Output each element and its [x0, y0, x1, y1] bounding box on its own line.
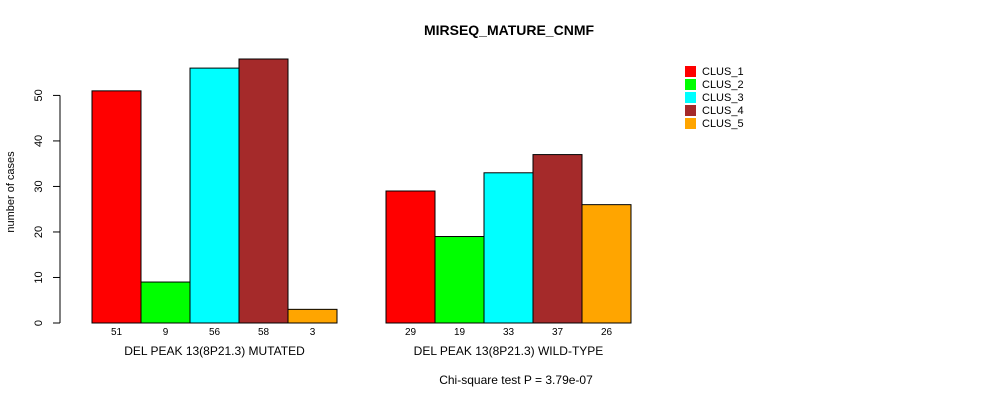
y-axis: 0 10 20 30 40 50	[33, 89, 61, 326]
group-labels: DEL PEAK 13(8P21.3) MUTATED DEL PEAK 13(8…	[124, 344, 603, 358]
legend-label: CLUS_3	[702, 92, 744, 104]
group-label: DEL PEAK 13(8P21.3) MUTATED	[124, 344, 305, 358]
legend-swatch	[685, 118, 696, 129]
bar-clus-3	[483, 172, 534, 324]
y-axis-label: number of cases	[5, 151, 17, 233]
group-label: DEL PEAK 13(8P21.3) WILD-TYPE	[414, 344, 604, 358]
bar-clus-2	[140, 281, 191, 324]
legend-label: CLUS_4	[702, 105, 744, 117]
y-tick-label: 40	[33, 135, 45, 147]
legend-swatch	[685, 79, 696, 90]
bar-value-label: 58	[258, 327, 270, 338]
bar-clus-4	[532, 154, 583, 324]
y-tick-label: 10	[33, 271, 45, 283]
bar-value-label: 9	[163, 327, 169, 338]
bar-value-label: 56	[209, 327, 221, 338]
bars	[91, 58, 632, 324]
legend-swatch	[685, 66, 696, 77]
bar-value-label: 3	[310, 327, 316, 338]
legend-label: CLUS_2	[702, 79, 744, 91]
bar-value-label: 26	[601, 327, 613, 338]
chi-square-footer: Chi-square test P = 3.79e-07	[439, 373, 593, 387]
chart-title: MIRSEQ_MATURE_CNMF	[424, 22, 595, 38]
y-tick-label: 50	[33, 89, 45, 101]
bar-clus-3	[189, 67, 240, 324]
bar-clus-2	[434, 236, 485, 324]
legend-swatch	[685, 105, 696, 116]
bar-clus-4	[238, 58, 289, 324]
legend-label: CLUS_5	[702, 118, 744, 130]
y-tick-label: 20	[33, 226, 45, 238]
y-tick-label: 0	[33, 320, 45, 326]
bar-value-label: 51	[111, 327, 123, 338]
bar-clus-1	[385, 190, 436, 324]
bar-value-label: 37	[552, 327, 564, 338]
bar-clus-1	[91, 90, 142, 324]
bar-value-label: 33	[503, 327, 515, 338]
legend-label: CLUS_1	[702, 66, 744, 78]
legend-swatch	[685, 92, 696, 103]
bar-clus-5	[581, 204, 632, 324]
bar-value-label: 29	[405, 327, 417, 338]
value-labels: 51 9 56 58 3 29 19 33 37 26	[111, 327, 613, 338]
bar-value-label: 19	[454, 327, 466, 338]
y-tick-label: 30	[33, 180, 45, 192]
bar-clus-5	[287, 308, 338, 324]
